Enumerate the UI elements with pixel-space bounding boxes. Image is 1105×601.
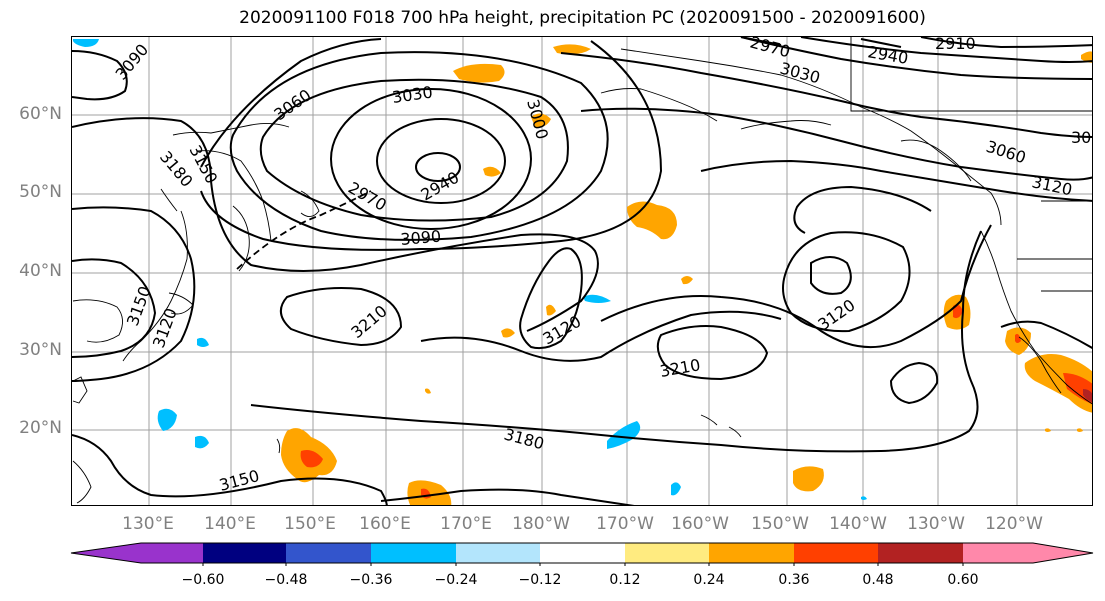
colorbar-segment bbox=[540, 543, 625, 563]
lat-label-20n: 20°N bbox=[19, 418, 62, 438]
colorbar-outline bbox=[70, 542, 1094, 564]
colorbar-segment bbox=[71, 543, 203, 563]
contour-label: 3120 bbox=[149, 306, 181, 351]
contour-label: 3000 bbox=[523, 97, 552, 141]
lon-label: 140°E bbox=[204, 514, 256, 534]
lon-label: 150°E bbox=[284, 514, 336, 534]
contour-label: 2940 bbox=[418, 168, 463, 205]
lon-label: 160°W bbox=[671, 514, 729, 534]
lon-label: 140°W bbox=[829, 514, 887, 534]
colorbar-tick-label: −0.24 bbox=[434, 572, 478, 588]
lat-label-30n: 30°N bbox=[19, 340, 62, 360]
colorbar-segment bbox=[456, 543, 540, 563]
contour-label: 3120 bbox=[540, 312, 585, 349]
height-contours bbox=[72, 37, 1092, 505]
lon-label: 130°E bbox=[122, 514, 174, 534]
map-panel: 3090 3060 3030 3000 3180 3150 2970 2940 … bbox=[71, 36, 1093, 506]
colorbar-segment bbox=[794, 543, 878, 563]
lon-label: 160°E bbox=[359, 514, 411, 534]
lon-label: 170°E bbox=[440, 514, 492, 534]
contour-label: 3030 bbox=[391, 82, 434, 106]
contour-label: 3120 bbox=[814, 295, 858, 334]
colorbar-segment bbox=[709, 543, 794, 563]
colorbar-segment bbox=[371, 543, 456, 563]
contour-label: 3150 bbox=[123, 284, 155, 329]
lon-label: 120°W bbox=[985, 514, 1043, 534]
contour-label: 3060 bbox=[270, 85, 314, 124]
contour-label: 3060 bbox=[984, 137, 1029, 168]
contour-label: 2970 bbox=[345, 178, 390, 215]
colorbar-tick-label: −0.60 bbox=[181, 572, 225, 588]
colorbar-tick-label: 0.12 bbox=[609, 572, 641, 588]
map-title: 2020091100 F018 700 hPa height, precipit… bbox=[239, 8, 926, 28]
precip-shading bbox=[73, 39, 1092, 505]
colorbar-tick-label: −0.12 bbox=[518, 572, 562, 588]
contour-label: 30 bbox=[1071, 128, 1091, 147]
map-svg: 3090 3060 3030 3000 3180 3150 2970 2940 … bbox=[72, 37, 1092, 505]
colorbar-segment bbox=[286, 543, 371, 563]
contour-label: 3210 bbox=[347, 301, 390, 342]
lon-label: 130°W bbox=[907, 514, 965, 534]
colorbar-segment bbox=[625, 543, 709, 563]
colorbar-segment bbox=[203, 543, 286, 563]
contour-label: 3030 bbox=[778, 59, 822, 88]
colorbar-tick-label: 0.48 bbox=[862, 572, 894, 588]
lon-label: 150°W bbox=[751, 514, 809, 534]
colorbar bbox=[70, 542, 1094, 566]
colorbar-segment bbox=[878, 543, 963, 563]
dashed-contour bbox=[236, 190, 372, 270]
lat-label-40n: 40°N bbox=[19, 261, 62, 281]
colorbar-tick-label: 0.36 bbox=[778, 572, 810, 588]
contour-label: 3090 bbox=[400, 227, 442, 249]
colorbar-tick-label: −0.36 bbox=[349, 572, 393, 588]
coastlines bbox=[72, 37, 1092, 504]
colorbar-segment bbox=[963, 543, 1093, 563]
colorbar-tick-label: −0.48 bbox=[264, 572, 308, 588]
colorbar-tick-label: 0.60 bbox=[947, 572, 979, 588]
lon-label: 170°W bbox=[596, 514, 654, 534]
lat-label-60n: 60°N bbox=[19, 104, 62, 124]
colorbar-tick-label: 0.24 bbox=[693, 572, 725, 588]
lon-label: 180°W bbox=[512, 514, 570, 534]
contour-label: 2910 bbox=[935, 37, 976, 53]
lat-label-50n: 50°N bbox=[19, 182, 62, 202]
contour-label: 2970 bbox=[748, 37, 792, 61]
colorbar-segments bbox=[70, 542, 1094, 566]
